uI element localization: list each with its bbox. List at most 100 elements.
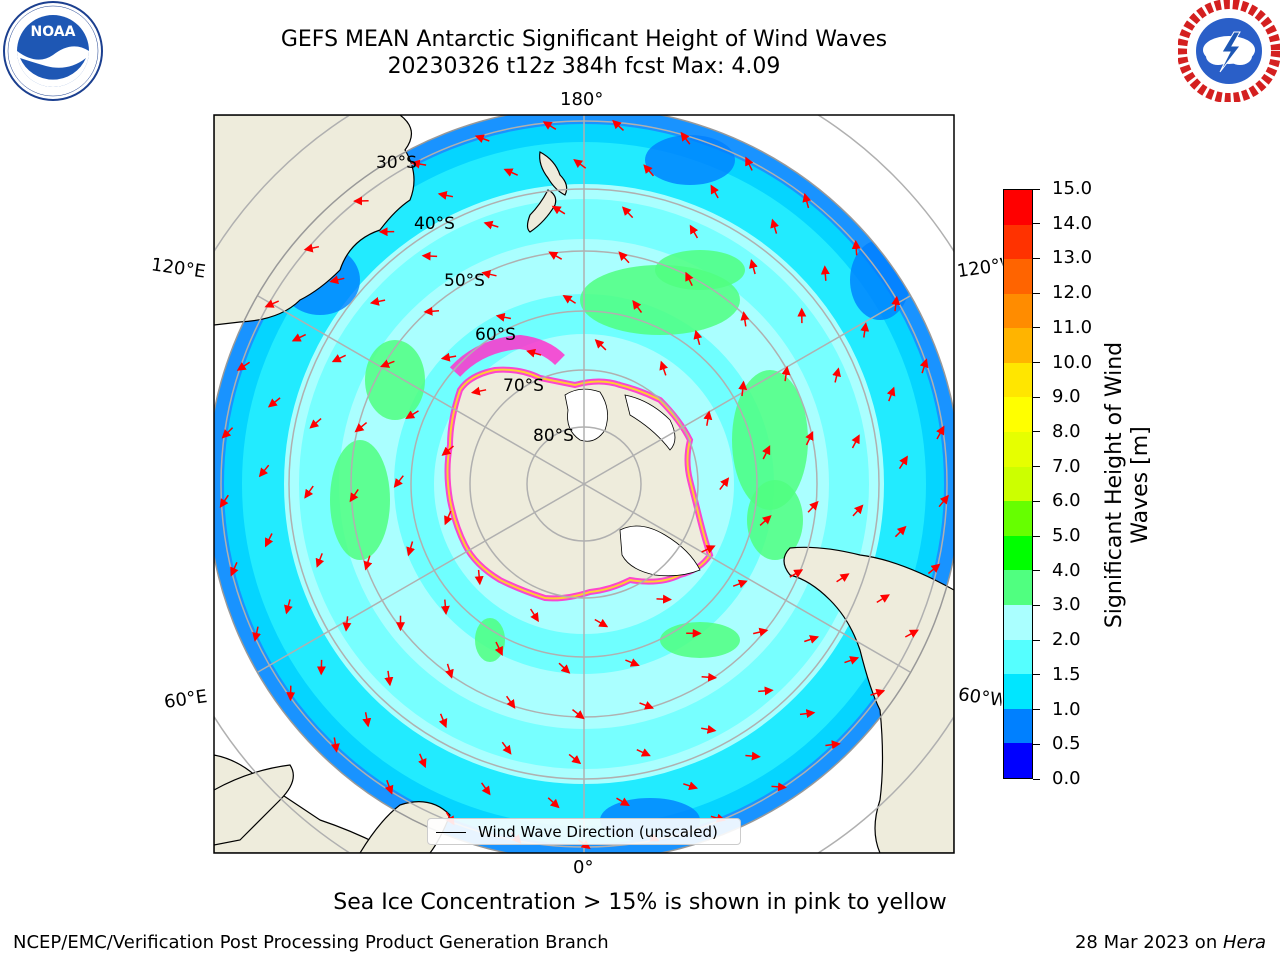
colorbar-tick xyxy=(1033,327,1040,329)
wave-direction-arrow xyxy=(309,418,322,429)
colorbar-segment xyxy=(1004,639,1032,675)
wave-direction-arrow xyxy=(894,525,907,538)
wave-direction-arrow xyxy=(252,626,262,642)
wave-direction-arrow xyxy=(230,562,239,577)
wind-wave-arrows xyxy=(219,119,949,850)
wave-direction-arrow xyxy=(659,360,668,376)
map-legend: Wind Wave Direction (unscaled) xyxy=(427,818,741,845)
colorbar-tick-label: 6.0 xyxy=(1052,490,1081,512)
wave-direction-arrow xyxy=(342,616,352,632)
colorbar-tick xyxy=(1033,257,1040,259)
wave-direction-arrow xyxy=(542,121,557,130)
wave-direction-arrow xyxy=(410,159,427,169)
wave-direction-arrow xyxy=(749,259,758,275)
footer-machine: Hera xyxy=(1222,932,1266,953)
wave-direction-arrow xyxy=(481,269,497,279)
wave-direction-arrow xyxy=(384,670,394,687)
colorbar-tick-label: 0.0 xyxy=(1052,768,1081,789)
wave-direction-arrow xyxy=(710,184,719,199)
wave-direction-arrow xyxy=(844,656,860,665)
wave-direction-arrow xyxy=(745,156,754,171)
wave-direction-arrow xyxy=(501,741,512,755)
lat-label-40: 40°S xyxy=(414,214,455,234)
wave-direction-arrow xyxy=(437,190,454,200)
wave-direction-arrow xyxy=(441,445,454,456)
colorbar-tick xyxy=(1033,223,1040,225)
wave-direction-arrow xyxy=(781,365,791,382)
wave-direction-arrow xyxy=(573,159,587,169)
wave-direction-arrow xyxy=(470,386,487,396)
colorbar-tick xyxy=(1033,743,1040,745)
colorbar-segment xyxy=(1004,674,1032,709)
colorbar-tick-label: 7.0 xyxy=(1052,455,1081,477)
colorbar-segment xyxy=(1004,224,1032,260)
wave-direction-arrow xyxy=(636,748,651,757)
wave-direction-arrow xyxy=(291,333,307,342)
wave-direction-arrow xyxy=(494,641,503,656)
wave-direction-arrow xyxy=(349,488,359,503)
svg-text:NOAA: NOAA xyxy=(31,24,76,40)
wave-direction-arrow xyxy=(740,311,750,327)
latitude-labels: 30°S 40°S 50°S 60°S 70°S 80°S xyxy=(376,153,574,446)
wave-direction-arrow xyxy=(330,737,340,753)
wave-direction-arrow xyxy=(639,701,654,710)
wave-direction-arrow xyxy=(770,218,779,234)
colorbar-segment xyxy=(1004,535,1032,571)
colorbar-tick-label: 5.0 xyxy=(1052,525,1081,547)
wave-direction-arrow xyxy=(753,627,769,637)
lat-label-30: 30°S xyxy=(376,153,417,173)
lat-label-50: 50°S xyxy=(444,271,485,291)
colorbar-segment xyxy=(1004,432,1032,467)
wave-direction-arrow xyxy=(221,427,234,439)
colorbar xyxy=(1003,189,1033,779)
wave-direction-arrow xyxy=(876,594,890,604)
wave-direction-arrow xyxy=(393,475,404,488)
wave-direction-arrow xyxy=(547,797,560,809)
wave-direction-arrow xyxy=(568,753,582,765)
colorbar-segment xyxy=(1004,397,1032,433)
wave-direction-arrow xyxy=(503,168,519,177)
wave-direction-arrow xyxy=(621,206,634,219)
graticule xyxy=(214,115,954,853)
wave-direction-arrow xyxy=(505,695,516,709)
colorbar-segment xyxy=(1004,328,1032,363)
wave-direction-arrow xyxy=(771,782,787,792)
wave-direction-arrow xyxy=(825,740,841,750)
wave-direction-arrow xyxy=(618,251,630,264)
colorbar-tick-label: 2.0 xyxy=(1052,629,1081,651)
colorbar-tick-label: 9.0 xyxy=(1052,386,1081,408)
wave-direction-arrow xyxy=(219,494,229,509)
nws-logo-icon xyxy=(1178,0,1280,102)
wave-direction-arrow xyxy=(529,608,539,623)
colorbar-tick-label: 11.0 xyxy=(1052,316,1093,338)
wave-direction-arrow xyxy=(594,618,609,628)
wave-direction-arrow xyxy=(936,425,945,440)
colorbar-tick-label: 15.0 xyxy=(1052,178,1093,199)
colorbar-tick xyxy=(1033,778,1040,780)
wave-direction-arrow xyxy=(445,663,454,679)
lon-label-top: 180° xyxy=(560,89,604,110)
colorbar-tick-label: 13.0 xyxy=(1052,247,1093,269)
wave-direction-arrow xyxy=(423,306,440,316)
wave-direction-arrow xyxy=(832,367,842,383)
wave-direction-arrow xyxy=(891,295,901,312)
colorbar-segment xyxy=(1004,259,1032,294)
wave-direction-arrow xyxy=(548,251,563,260)
footer-date-text: 28 Mar 2023 on xyxy=(1074,932,1223,953)
wave-direction-arrow xyxy=(474,569,484,586)
wave-direction-arrow xyxy=(886,386,896,402)
wave-direction-arrow xyxy=(799,709,816,719)
wave-direction-arrow xyxy=(689,224,699,239)
wave-direction-arrow xyxy=(329,275,345,285)
wave-direction-arrow xyxy=(738,380,748,397)
footer-credit: NCEP/EMC/Verification Post Processing Pr… xyxy=(13,932,609,953)
colorbar-segment xyxy=(1004,570,1032,606)
wave-direction-arrow xyxy=(440,599,450,615)
colorbar-tick xyxy=(1033,431,1040,433)
wave-direction-arrow xyxy=(789,569,804,578)
wave-direction-arrow xyxy=(701,724,717,734)
wave-direction-arrow xyxy=(284,599,293,615)
colorbar-segment xyxy=(1004,501,1032,536)
colorbar-tick xyxy=(1033,535,1040,537)
